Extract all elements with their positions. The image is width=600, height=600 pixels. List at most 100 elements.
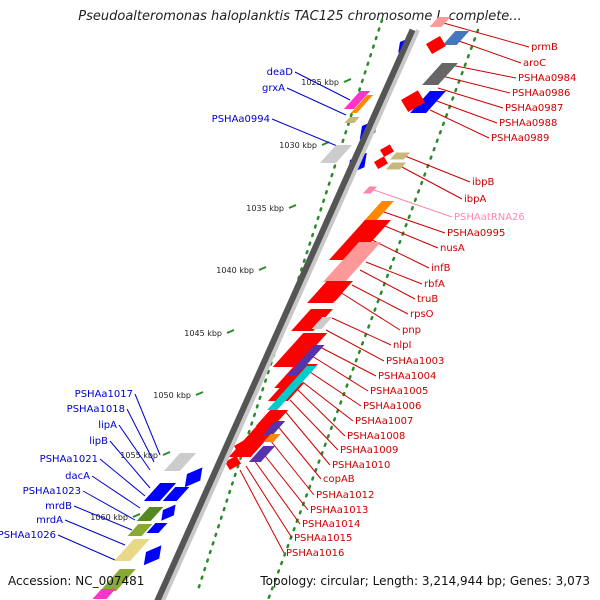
gene-label-nusa[interactable]: nusA [440, 243, 465, 254]
gene-label-dead[interactable]: deaD [267, 67, 294, 78]
connector-right [399, 165, 463, 200]
gene-label-mrdb[interactable]: mrdB [45, 501, 72, 512]
connector-right [445, 63, 517, 79]
kbp-tick-label: 1025 kbp [301, 78, 339, 87]
gene-label-ibpa[interactable]: ibpA [464, 194, 486, 205]
gene-label-pshaa1013[interactable]: PSHAa1013 [310, 505, 368, 516]
gene-label-trub[interactable]: truB [417, 294, 438, 305]
gene-label-lipa[interactable]: lipA [98, 420, 117, 431]
gene-arrow-red [380, 144, 394, 157]
connector-left [271, 118, 343, 149]
connector-left [82, 490, 136, 521]
gene-label-pshaa0989[interactable]: PSHAa0989 [491, 133, 549, 144]
gene-block-2 [329, 220, 391, 260]
gene-label-pshaa0987[interactable]: PSHAa0987 [505, 103, 563, 114]
kbp-tick-label: 1050 kbp [153, 391, 191, 400]
kbp-tick-mark [288, 204, 297, 209]
connector-right [439, 21, 530, 48]
gene-label-pshaa1006[interactable]: PSHAa1006 [363, 401, 421, 412]
gene-block-7 [311, 317, 333, 329]
gene-label-pshaa0986[interactable]: PSHAa0986 [512, 88, 570, 99]
gene-label-pshaa1008[interactable]: PSHAa1008 [347, 431, 405, 442]
gene-label-pshaa1007[interactable]: PSHAa1007 [355, 416, 413, 427]
connector-left [64, 519, 126, 546]
kbp-tick-mark [258, 266, 267, 271]
gene-label-pshaa1014[interactable]: PSHAa1014 [302, 519, 360, 530]
gene-dacA [136, 507, 164, 521]
map-title: Pseudoalteromonas haloplanktis TAC125 ch… [78, 9, 522, 24]
gene-block-0 [362, 186, 378, 194]
connector-right [245, 465, 293, 539]
gene-label-ibpb[interactable]: ibpB [472, 177, 494, 188]
connector-left [91, 475, 141, 509]
gene-label-pshaa1005[interactable]: PSHAa1005 [370, 386, 428, 397]
gene-label-copab[interactable]: copAB [323, 474, 355, 485]
connector-left [286, 87, 347, 116]
gene-label-pshaa1021[interactable]: PSHAa1021 [40, 454, 98, 465]
gene-arrow-red [401, 90, 425, 112]
gene-label-pshaa1004[interactable]: PSHAa1004 [378, 371, 436, 382]
gene-arrow-red [374, 156, 388, 169]
kbp-tick-label: 1035 kbp [246, 204, 284, 213]
connector-left [109, 440, 151, 489]
gene-PSHAa1023 [146, 523, 168, 533]
gene-label-lipb[interactable]: lipB [89, 436, 108, 447]
gene-label-pshaa1003[interactable]: PSHAa1003 [386, 356, 444, 367]
kbp-tick-label: 1045 kbp [184, 329, 222, 338]
connector-right [433, 99, 498, 124]
gene-purple [287, 345, 325, 375]
connector-right [351, 284, 409, 315]
gene-label-nlpi[interactable]: nlpI [393, 340, 411, 351]
connector-left [99, 458, 146, 497]
gene-purple [248, 446, 276, 462]
gene-aroC [442, 31, 470, 45]
gene-label-pshaa1016[interactable]: PSHAa1016 [286, 548, 344, 559]
gene-label-pshaa0988[interactable]: PSHAa0988 [499, 118, 557, 129]
gene-label-pshaa1026[interactable]: PSHAa1026 [0, 530, 56, 541]
connector-left [126, 408, 155, 463]
gene-arrow-red [225, 455, 241, 470]
gene-arrow-red [234, 438, 252, 455]
gene-label-pnp[interactable]: pnp [402, 325, 421, 336]
connector-left [118, 424, 151, 471]
gene-label-prmb[interactable]: prmB [531, 42, 558, 53]
gene-label-pshaa0994[interactable]: PSHAa0994 [212, 114, 270, 125]
gene-label-mrda[interactable]: mrdA [36, 515, 63, 526]
gene-label-pshaa1012[interactable]: PSHAa1012 [316, 490, 374, 501]
connector-right [437, 87, 504, 109]
gene-label-pshaa1009[interactable]: PSHAa1009 [340, 445, 398, 456]
connector-left [57, 534, 116, 561]
kbp-tick-label: 1030 kbp [279, 141, 317, 150]
gene-arrow-blue [184, 467, 203, 488]
gene-label-pshaa1017[interactable]: PSHAa1017 [75, 389, 133, 400]
gene-label-pshaa1010[interactable]: PSHAa1010 [332, 460, 390, 471]
gene-label-aroc[interactable]: aroC [523, 58, 546, 69]
connector-right [373, 189, 453, 218]
gene-orange [263, 434, 281, 442]
gene-mrdA [114, 539, 150, 561]
gene-arrow-blue [143, 545, 162, 566]
gene-label-pshaa1018[interactable]: PSHAa1018 [67, 404, 125, 415]
gene-PSHAa1026 [100, 569, 136, 591]
gene-label-infb[interactable]: infB [431, 263, 451, 274]
gene-label-rpso[interactable]: rpsO [410, 309, 434, 320]
connector-right [317, 345, 377, 377]
gene-mrdB [127, 524, 153, 536]
gene-label-pshaatrna26[interactable]: PSHAatRNA26 [454, 212, 525, 223]
gene-features [92, 17, 470, 599]
gene-label-grxa[interactable]: grxA [262, 83, 285, 94]
gene-label-rbfa[interactable]: rbfA [424, 279, 445, 290]
kbp-tick-label: 1040 kbp [216, 266, 254, 275]
connector-right [311, 355, 369, 392]
gene-label-pshaa0995[interactable]: PSHAa0995 [447, 228, 505, 239]
gene-label-pshaa1015[interactable]: PSHAa1015 [294, 533, 352, 544]
gene-label-daca[interactable]: dacA [65, 471, 90, 482]
connector-right [455, 39, 522, 64]
connector-right [325, 329, 385, 362]
connector-right [359, 269, 416, 300]
gene-label-pshaa1023[interactable]: PSHAa1023 [23, 486, 81, 497]
gene-block-11 [255, 410, 289, 426]
kbp-tick-mark [132, 513, 141, 518]
gene-label-pshaa0984[interactable]: PSHAa0984 [518, 73, 576, 84]
